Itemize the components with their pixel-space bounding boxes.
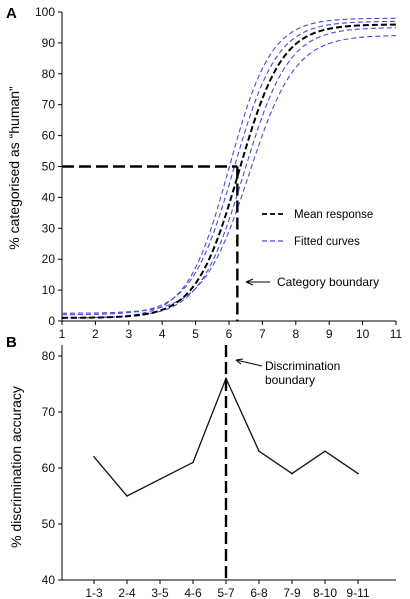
data-point	[291, 472, 293, 475]
x-tick-label: 1-3	[85, 586, 103, 599]
fitted-curve	[61, 17, 397, 319]
x-tick-label: 6-8	[250, 586, 268, 599]
panel-a-label: A	[6, 5, 17, 22]
x-tick-label: 2-4	[118, 586, 136, 599]
mean-response-curve	[61, 23, 397, 319]
y-tick-label: 90	[42, 36, 56, 50]
panel-a: A % categorised as “human” 0 10 20 30 40 50 60…	[6, 5, 403, 341]
y-tick-label: 20	[42, 252, 56, 266]
panel-a-y-axis-label: % categorised as “human”	[6, 86, 22, 250]
x-tick-label: 7-9	[283, 586, 301, 599]
x-tick-label: 1	[59, 327, 66, 341]
x-tick-label: 4	[159, 327, 166, 341]
x-tick-label: 3	[125, 327, 132, 341]
discrimination-boundary-annotation: Discrimination boundary	[235, 358, 340, 387]
y-tick-label: 60	[42, 461, 56, 475]
data-point	[225, 377, 227, 380]
y-tick-label: 40	[42, 190, 56, 204]
y-tick-label: 80	[42, 349, 56, 363]
x-tick-label: 5-7	[217, 586, 235, 599]
x-tick-label: 8	[292, 327, 299, 341]
fitted-curve	[61, 27, 397, 319]
y-tick-label: 50	[42, 517, 56, 531]
data-point	[159, 478, 161, 481]
x-tick-label: 5	[192, 327, 199, 341]
y-tick-label: 80	[42, 67, 56, 81]
data-point	[258, 450, 260, 453]
fitted-curve	[62, 35, 397, 314]
data-point	[324, 450, 326, 453]
y-tick-label: 60	[42, 129, 56, 143]
data-point	[357, 472, 359, 475]
panel-b-series	[93, 345, 359, 580]
data-point	[192, 461, 194, 464]
panel-a-legend: Mean response Fitted curves	[262, 209, 373, 248]
panel-b-axes	[61, 345, 396, 581]
y-tick-label: 40	[42, 573, 56, 587]
x-tick-label: 6	[226, 327, 233, 341]
panel-a-ticks: 0 10 20 30 40 50 60 70 80 90 100 1 2 3 4 5 6 7 8 9 10 11	[35, 5, 403, 341]
x-tick-label: 2	[92, 327, 99, 341]
x-tick-label: 8-10	[313, 586, 337, 599]
discrimination-boundary-label-line1: Discrimination	[265, 359, 340, 373]
legend-mean-label: Mean response	[294, 209, 373, 221]
x-tick-label: 9-11	[346, 586, 369, 599]
panel-b-label: B	[6, 334, 17, 351]
x-tick-label: 4-6	[184, 586, 202, 599]
y-tick-label: 30	[42, 221, 56, 235]
discrimination-boundary-arrow	[235, 359, 263, 367]
y-tick-label: 50	[42, 160, 56, 174]
x-tick-label: 7	[259, 327, 266, 341]
panel-b: B % discrimination accuracy 40 50 60 70 80 1-…	[6, 334, 396, 599]
data-point	[126, 495, 128, 497]
x-tick-label: 9	[326, 327, 333, 341]
panel-b-y-axis-label: % discrimination accuracy	[8, 386, 24, 548]
panel-b-ticks: 40 50 60 70 80 1-3 2-4 3-5 4-6 5-7 6-8 7-9 8-10 9-11	[42, 349, 370, 599]
fitted-curve	[61, 20, 397, 316]
data-point	[93, 456, 95, 458]
y-tick-label: 0	[48, 314, 55, 328]
y-tick-label: 70	[42, 405, 56, 419]
y-tick-label: 100	[35, 5, 55, 19]
x-tick-label: 3-5	[151, 586, 169, 599]
category-boundary-annotation: Category boundary	[245, 275, 379, 289]
y-tick-label: 10	[42, 283, 56, 297]
x-tick-label: 11	[390, 327, 403, 341]
panel-a-curves	[61, 17, 397, 319]
category-boundary-lines	[62, 165, 239, 321]
category-boundary-label: Category boundary	[277, 275, 379, 289]
y-tick-label: 70	[42, 98, 56, 112]
legend-fitted-label: Fitted curves	[294, 236, 360, 248]
x-tick-label: 10	[356, 327, 370, 341]
discrimination-boundary-label-line2: boundary	[265, 373, 315, 387]
